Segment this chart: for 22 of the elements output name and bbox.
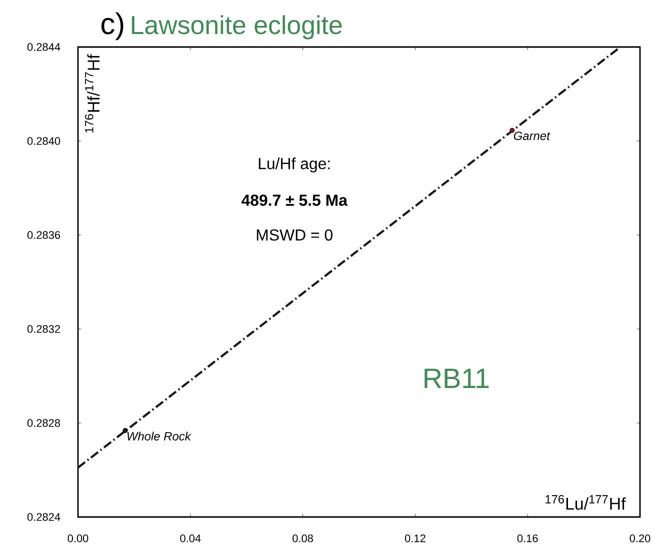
x-tick-label: 0.04	[180, 534, 201, 542]
x-tick-label: 0.20	[630, 534, 650, 542]
annotation: Lu/Hf age:	[258, 158, 330, 172]
y-tick-label: 0.2828	[27, 419, 60, 427]
chart-title: c)	[101, 12, 124, 40]
x-tick-label: 0.12	[404, 534, 426, 542]
annotation: Garnet	[514, 132, 550, 140]
y-tick-label: 0.2840	[27, 137, 60, 145]
x-tick-label: 0.08	[292, 534, 313, 542]
x-axis-title: $^{176}$Lu/$^{177}$Hf	[546, 495, 626, 510]
chart-subtitle: Lawsonite eclogite	[132, 15, 342, 40]
y-tick-label: 0.2836	[27, 231, 60, 239]
y-tick-label: 0.2844	[27, 43, 60, 51]
y-tick-label: 0.2824	[27, 513, 60, 521]
annotation: Whole Rock	[127, 432, 192, 440]
annotation: MSWD = 0	[256, 229, 332, 241]
y-axis-title: $^{176}$Hf/$^{177}$Hf	[84, 54, 100, 132]
x-tick-label: 0.00	[68, 534, 88, 542]
x-tick-label: 0.16	[517, 534, 538, 542]
annotation: 489.7 ± 5.5 Ma	[241, 194, 348, 206]
y-tick-label: 0.2832	[27, 325, 60, 333]
annotation: RB11	[424, 368, 489, 388]
